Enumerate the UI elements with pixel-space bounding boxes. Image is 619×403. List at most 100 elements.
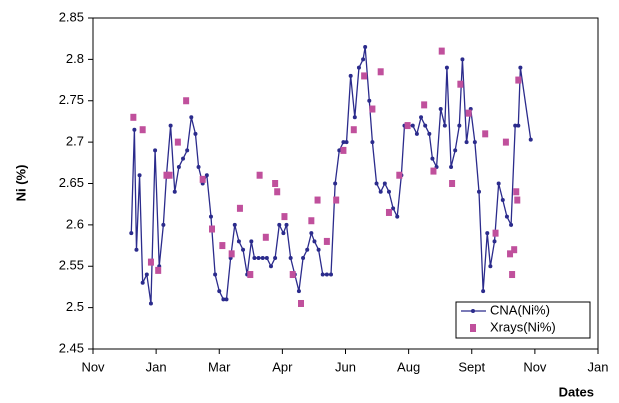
data-point [213,272,218,277]
data-point [208,214,213,219]
data-point [511,246,518,254]
data-point [340,146,347,154]
data-point [378,189,383,194]
x-tick-label: Jan [588,359,609,374]
y-axis-title: Ni (%) [13,165,28,202]
data-point [423,123,428,128]
x-tick-label: Apr [272,359,293,374]
data-point [370,140,375,145]
data-point [514,196,521,204]
data-point [476,189,481,194]
y-tick-label: 2.65 [59,175,84,190]
data-point [284,222,289,227]
data-point [314,196,321,204]
data-point [262,233,269,241]
data-point [309,231,314,236]
data-point [449,164,454,169]
data-point [507,250,514,258]
data-point [350,126,357,134]
data-point [224,297,229,302]
data-point [382,181,387,186]
data-point [341,140,346,145]
data-point [329,272,334,277]
data-point [502,138,509,146]
x-tick-label: Jun [335,359,356,374]
data-point [289,271,296,279]
data-point [513,123,518,128]
data-point [404,122,411,130]
data-point [496,181,501,186]
data-point [281,213,288,221]
legend-marker [471,309,475,313]
data-point [438,107,443,112]
x-tick-label: Nov [523,359,547,374]
data-point [356,65,361,70]
data-point [472,140,477,145]
data-point [485,231,490,236]
data-point [193,131,198,136]
data-point [333,181,338,186]
x-tick-label: Mar [208,359,231,374]
data-point [256,255,261,260]
data-point [268,264,273,269]
data-point [509,271,516,279]
data-point [361,72,368,80]
data-point [132,127,137,132]
data-point [147,258,154,266]
data-point [457,123,462,128]
data-point [465,109,472,117]
data-point [500,198,505,203]
legend-box [455,301,591,339]
data-point [377,68,384,76]
data-point [189,115,194,120]
data-point [272,180,279,187]
data-point [232,222,237,227]
data-point [323,237,330,245]
y-tick-label: 2.8 [66,51,84,66]
y-tick-label: 2.75 [59,92,84,107]
data-point [301,255,306,260]
data-point [395,214,400,219]
data-point [513,188,520,196]
data-point [312,239,317,244]
data-point [442,123,447,128]
data-point [363,44,368,49]
data-point [361,57,366,62]
data-point [348,73,353,78]
data-point [163,171,170,179]
data-point [264,255,269,260]
data-point [148,301,153,306]
data-point [288,255,293,260]
data-point [305,247,310,252]
data-point [228,250,235,258]
data-point [427,131,432,136]
data-point [140,280,145,285]
data-point [421,101,428,109]
data-point [174,138,181,146]
y-tick-label: 2.55 [59,258,84,273]
data-point [410,123,415,128]
data-point [256,171,263,179]
legend-label: Xrays(Ni%) [490,319,556,334]
data-point [181,156,186,161]
data-point [236,239,241,244]
data-point [396,171,403,179]
data-point [488,264,493,269]
data-point [453,148,458,153]
data-point [144,272,149,277]
y-tick-label: 2.6 [66,216,84,231]
data-point [449,180,456,187]
data-point [204,173,209,178]
data-point [320,272,325,277]
data-point [199,175,206,183]
data-point [515,76,522,84]
data-point [185,148,190,153]
data-point [324,272,329,277]
data-point [374,181,379,186]
data-point [385,208,392,216]
data-point [155,266,162,274]
data-point [168,123,173,128]
data-point [274,188,281,196]
data-point [316,247,321,252]
